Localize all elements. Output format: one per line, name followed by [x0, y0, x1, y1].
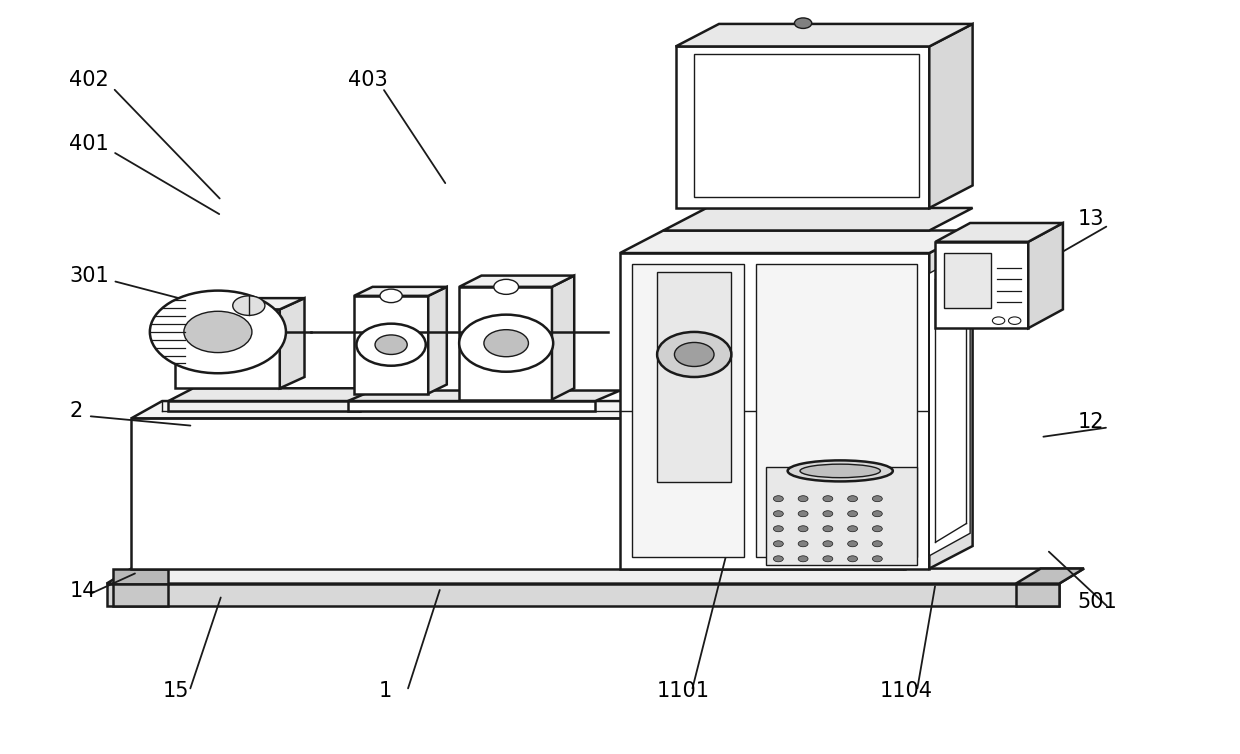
Polygon shape: [552, 275, 574, 400]
Polygon shape: [353, 296, 428, 394]
Circle shape: [774, 556, 784, 562]
Circle shape: [848, 556, 858, 562]
Polygon shape: [169, 401, 360, 411]
Polygon shape: [1016, 569, 1084, 584]
Polygon shape: [620, 253, 929, 569]
Circle shape: [799, 556, 808, 562]
Circle shape: [823, 526, 833, 532]
Circle shape: [823, 556, 833, 562]
Text: 401: 401: [69, 134, 109, 154]
Circle shape: [774, 541, 784, 547]
Circle shape: [795, 18, 812, 29]
Circle shape: [494, 279, 518, 294]
Text: 501: 501: [1078, 593, 1117, 612]
Polygon shape: [935, 223, 1063, 242]
Polygon shape: [459, 287, 552, 400]
Circle shape: [356, 323, 425, 366]
Polygon shape: [175, 298, 305, 309]
Text: 15: 15: [162, 681, 188, 701]
Circle shape: [823, 510, 833, 516]
Circle shape: [675, 342, 714, 366]
Circle shape: [848, 510, 858, 516]
Text: 2: 2: [69, 401, 83, 421]
Circle shape: [873, 526, 883, 532]
Text: 402: 402: [69, 70, 109, 90]
Circle shape: [799, 510, 808, 516]
Circle shape: [873, 495, 883, 501]
Polygon shape: [113, 569, 169, 584]
Circle shape: [799, 495, 808, 501]
Circle shape: [873, 510, 883, 516]
Circle shape: [484, 329, 528, 357]
Circle shape: [848, 495, 858, 501]
Circle shape: [1008, 317, 1021, 324]
Polygon shape: [944, 253, 991, 308]
Polygon shape: [935, 242, 1028, 328]
Circle shape: [873, 541, 883, 547]
Circle shape: [799, 526, 808, 532]
Polygon shape: [620, 231, 972, 253]
Circle shape: [374, 335, 407, 354]
Polygon shape: [663, 208, 972, 231]
Text: 403: 403: [347, 70, 388, 90]
Circle shape: [379, 289, 402, 302]
Polygon shape: [107, 584, 1059, 606]
Ellipse shape: [800, 464, 880, 478]
Polygon shape: [676, 47, 929, 208]
Circle shape: [774, 526, 784, 532]
Polygon shape: [676, 24, 972, 47]
Polygon shape: [107, 569, 1084, 584]
Circle shape: [184, 311, 252, 353]
Polygon shape: [1028, 223, 1063, 328]
Polygon shape: [169, 388, 384, 401]
Circle shape: [799, 541, 808, 547]
Polygon shape: [929, 231, 972, 569]
Text: 12: 12: [1078, 412, 1105, 432]
Polygon shape: [353, 287, 446, 296]
Text: 13: 13: [1078, 210, 1105, 229]
Polygon shape: [175, 309, 280, 388]
Polygon shape: [347, 391, 620, 401]
Circle shape: [848, 541, 858, 547]
Polygon shape: [428, 287, 446, 394]
Text: 14: 14: [69, 581, 95, 601]
Polygon shape: [347, 401, 595, 411]
Circle shape: [848, 526, 858, 532]
Ellipse shape: [787, 461, 893, 481]
Polygon shape: [360, 388, 384, 411]
Text: 1104: 1104: [880, 681, 932, 701]
Circle shape: [459, 314, 553, 372]
Polygon shape: [904, 401, 935, 569]
Circle shape: [992, 317, 1004, 324]
Polygon shape: [929, 251, 970, 556]
Text: 1101: 1101: [657, 681, 711, 701]
Polygon shape: [131, 418, 904, 569]
Polygon shape: [756, 265, 916, 557]
Circle shape: [823, 495, 833, 501]
Circle shape: [774, 510, 784, 516]
Polygon shape: [929, 24, 972, 208]
Circle shape: [823, 541, 833, 547]
Polygon shape: [113, 584, 169, 606]
Circle shape: [233, 296, 265, 315]
Polygon shape: [280, 298, 305, 388]
Circle shape: [774, 495, 784, 501]
Circle shape: [657, 332, 732, 377]
Circle shape: [150, 290, 286, 373]
Polygon shape: [766, 467, 916, 565]
Polygon shape: [694, 54, 919, 197]
Polygon shape: [1016, 584, 1059, 606]
Polygon shape: [657, 272, 732, 482]
Polygon shape: [459, 275, 574, 287]
Polygon shape: [632, 265, 744, 557]
Text: 1: 1: [378, 681, 392, 701]
Text: 301: 301: [69, 265, 109, 286]
Polygon shape: [131, 401, 935, 418]
Circle shape: [873, 556, 883, 562]
